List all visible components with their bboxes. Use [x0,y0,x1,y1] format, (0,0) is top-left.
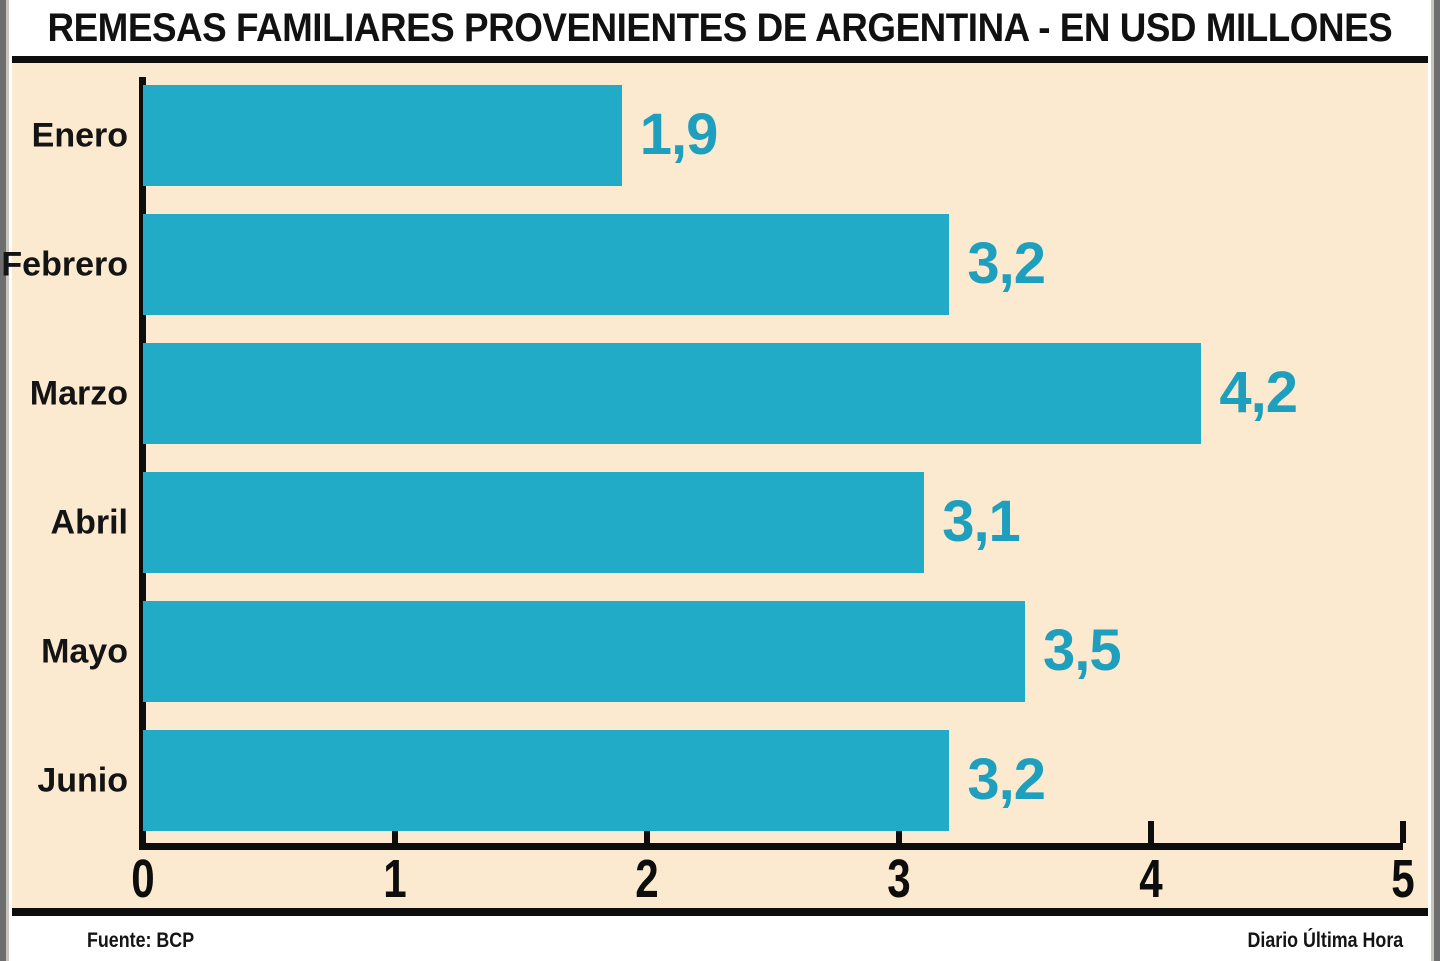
bar[interactable] [143,214,950,315]
bar-value-label: 1,9 [639,101,719,167]
y-axis-line [139,77,146,849]
category-label: Febrero [1,244,128,283]
chart-header: REMESAS FAMILIARES PROVENIENTES DE ARGEN… [9,0,1431,56]
bar[interactable] [143,730,950,831]
x-axis-tick-label: 4 [1139,849,1163,909]
category-label: Marzo [29,373,128,412]
x-axis-tick [1400,821,1406,843]
x-axis-tick-label: 2 [635,849,659,909]
x-axis-tick-label: 1 [383,849,407,909]
source-note: Fuente: BCP [87,929,195,952]
bar-value-label: 3,1 [942,488,1021,554]
x-axis-tick-label: 3 [887,849,911,909]
x-axis-tick [896,821,902,843]
bar-row: Abril 3,1 [12,472,1428,573]
x-axis-tick [644,821,650,843]
x-axis-tick [392,821,398,843]
bar[interactable] [143,472,925,573]
plot-area: 0 1 2 3 4 5 Enero 1,9 Febrero 3,2 Marzo 4,2 Abril 3,… [1,63,1428,909]
bar[interactable] [143,85,622,186]
bar[interactable] [143,343,1202,444]
bar[interactable] [143,601,1025,702]
bar-value-label: 3,5 [1043,617,1122,683]
x-axis-tick-label: 5 [1391,849,1415,909]
bar-row: Enero 1,9 [12,85,1428,186]
category-label: Junio [37,760,128,799]
x-axis-line [139,843,1403,850]
footer-divider [12,908,1428,916]
bar-row: Mayo 3,5 [12,601,1428,702]
x-axis-tick [1148,821,1154,843]
x-axis-tick-label: 0 [131,849,155,909]
chart-title: REMESAS FAMILIARES PROVENIENTES DE ARGEN… [47,6,1393,50]
page-border-right [1431,0,1440,961]
bar-value-label: 3,2 [967,746,1046,812]
category-label: Abril [50,502,128,541]
chart-footer: Fuente: BCP Diario Última Hora [9,916,1431,961]
x-axis-tick [140,821,146,843]
bar-value-label: 3,2 [967,230,1046,296]
publisher-credit: Diario Última Hora [1247,929,1403,952]
bar-value-label: 4,2 [1219,359,1298,425]
page-border-left [0,0,9,961]
bar-row: Febrero 3,2 [1,214,1428,315]
bar-row: Marzo 4,2 [12,343,1428,444]
header-divider [12,56,1428,63]
bar-row: Junio 3,2 [12,730,1428,831]
category-label: Enero [31,115,128,154]
category-label: Mayo [41,631,128,670]
